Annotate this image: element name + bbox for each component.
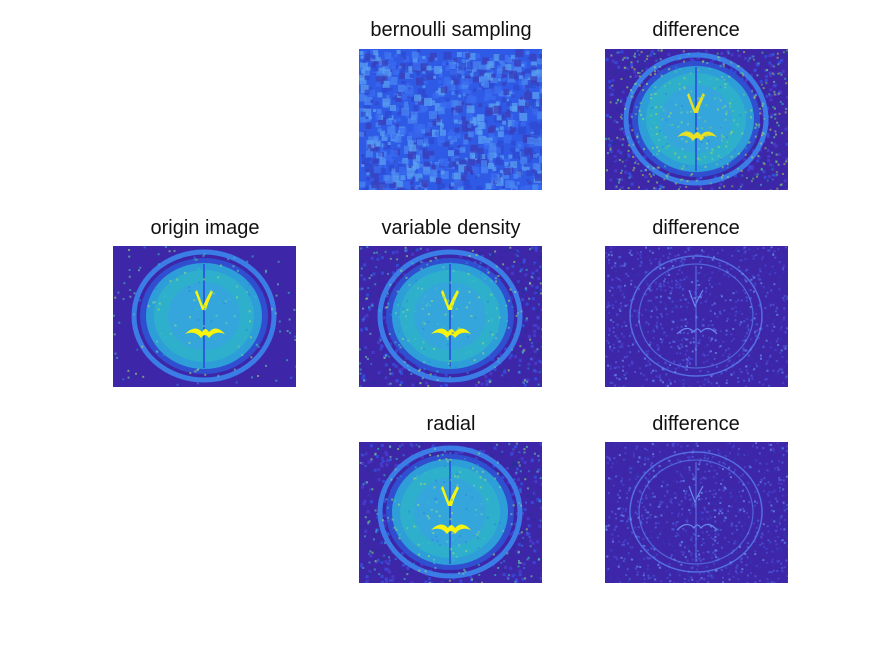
- title-difference-3: difference: [652, 413, 740, 435]
- difference-image-1: [605, 49, 788, 190]
- title-origin-image: origin image: [150, 217, 260, 239]
- title-bernoulli-sampling: bernoulli sampling: [370, 19, 532, 41]
- variable-density-image: [359, 246, 542, 387]
- bernoulli-sampling-image: [359, 49, 542, 190]
- title-variable-density: variable density: [381, 217, 521, 239]
- difference-image-3: [605, 442, 788, 583]
- difference-image-2: [605, 246, 788, 387]
- radial-image: [359, 442, 542, 583]
- title-difference-1: difference: [652, 19, 740, 41]
- title-radial: radial: [426, 413, 476, 435]
- origin-image: [113, 246, 296, 387]
- title-difference-2: difference: [652, 217, 740, 239]
